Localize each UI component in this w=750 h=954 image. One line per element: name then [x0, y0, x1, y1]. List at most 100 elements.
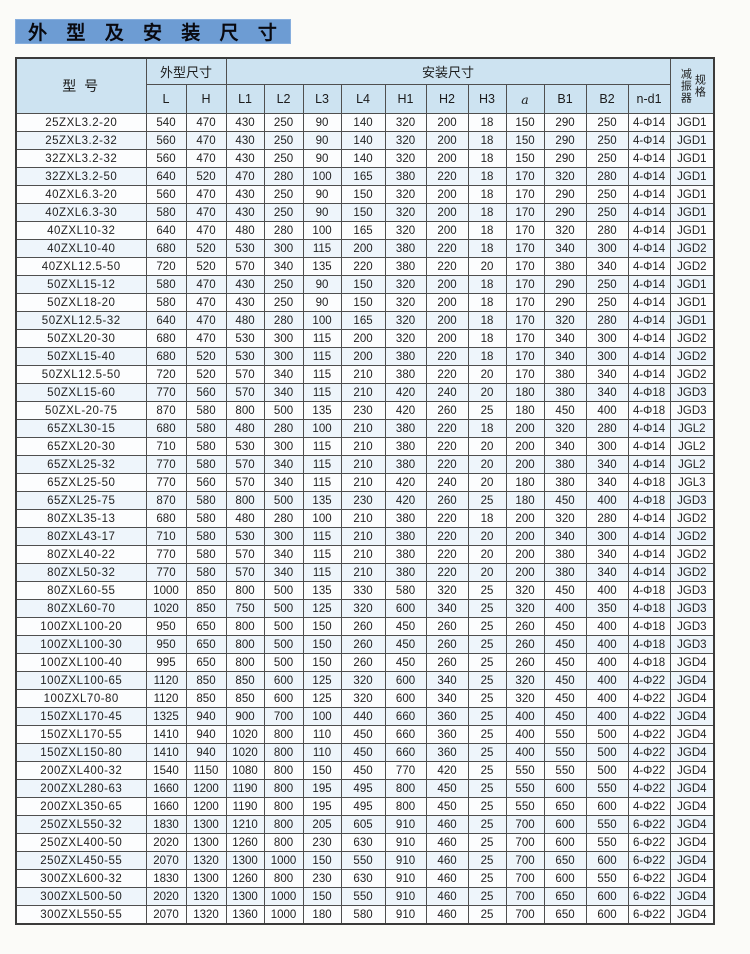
dimension-cell: 360	[425, 707, 469, 726]
dimension-cell: 400	[585, 653, 629, 672]
model-cell: 250ZXL550-32	[15, 815, 147, 834]
dimension-cell: 460	[425, 869, 469, 888]
dimension-cell: 4-Φ14	[627, 167, 671, 186]
dimension-cell: 320	[543, 311, 587, 330]
dimension-cell: 320	[384, 311, 427, 330]
dimension-cell: 430	[225, 131, 265, 150]
page-title: 外 型 及 安 装 尺 寸	[28, 23, 284, 44]
dimension-cell: 400	[505, 707, 545, 726]
dimension-cell: 20	[467, 545, 507, 564]
dimension-cell: 850	[185, 581, 227, 600]
dimension-cell: 650	[543, 797, 587, 816]
dimension-cell: 360	[425, 725, 469, 744]
dimension-cell: 300	[585, 347, 629, 366]
dimension-cell: 850	[225, 671, 265, 690]
dimension-cell: 220	[425, 419, 469, 438]
dimension-cell: 560	[185, 383, 227, 402]
dimension-cell: 4-Φ14	[627, 347, 671, 366]
dimension-cell: 340	[425, 599, 469, 618]
dimension-cell: 200	[425, 185, 469, 204]
dimension-cell: 1830	[145, 869, 187, 888]
dimension-cell: 430	[225, 293, 265, 312]
dimension-cell: 220	[340, 257, 386, 276]
dimension-cell: 115	[302, 347, 342, 366]
dimension-cell: 850	[185, 689, 227, 708]
table-row: 150ZXL170-45 1325 940 900 700 100 440 660 360 25 4…	[15, 707, 715, 726]
dimension-cell: 1410	[145, 743, 187, 762]
dimension-cell: 600	[585, 797, 629, 816]
damper-spec-cell: JGL2	[669, 455, 715, 474]
dimension-cell: 400	[543, 599, 587, 618]
dimension-cell: 1000	[263, 887, 304, 906]
dimension-cell: 25	[467, 617, 507, 636]
table-row: 250ZXL550-32 1830 1300 1210 800 205 605 910 460 2…	[15, 815, 715, 834]
model-cell: 50ZXL-20-75	[15, 401, 147, 420]
dimension-cell: 500	[263, 401, 304, 420]
dimension-cell: 570	[225, 365, 265, 384]
dimension-cell: 560	[145, 131, 187, 150]
dimension-cell: 4-Φ22	[627, 671, 671, 690]
dimension-cell: 250	[263, 131, 304, 150]
dimension-cell: 300	[263, 329, 304, 348]
dimension-cell: 205	[302, 815, 342, 834]
dimension-cell: 170	[505, 365, 545, 384]
dimension-cell: 20	[467, 437, 507, 456]
dimension-cell: 700	[505, 905, 545, 925]
dimension-cell: 250	[585, 185, 629, 204]
dimension-cell: 140	[340, 149, 386, 168]
damper-spec-cell: JGD1	[669, 293, 715, 312]
dimension-cell: 400	[585, 401, 629, 420]
dimension-cell: 800	[225, 653, 265, 672]
dimension-cell: 640	[145, 167, 187, 186]
column-header-a: a	[505, 84, 545, 114]
model-cell: 100ZXL100-40	[15, 653, 147, 672]
dimension-cell: 320	[340, 689, 386, 708]
damper-spec-cell: JGD3	[669, 617, 715, 636]
dimension-cell: 210	[340, 473, 386, 492]
dimension-cell: 600	[543, 779, 587, 798]
dimension-cell: 90	[302, 275, 342, 294]
dimension-cell: 210	[340, 383, 386, 402]
dimension-cell: 720	[145, 257, 187, 276]
dimension-cell: 340	[585, 365, 629, 384]
table-row: 250ZXL450-55 2070 1320 1300 1000 150 550 910 460…	[15, 851, 715, 870]
damper-spec-cell: JGD4	[669, 851, 715, 870]
dimension-cell: 660	[384, 743, 427, 762]
dimension-cell: 100	[302, 707, 342, 726]
dimension-cell: 340	[585, 455, 629, 474]
model-cell: 300ZXL550-55	[15, 905, 147, 925]
table-row: 80ZXL40-22 770 580 570 340 115 210 380 220 20 200 3…	[15, 545, 715, 564]
damper-spec-cell: JGD4	[669, 725, 715, 744]
dimension-cell: 320	[425, 581, 469, 600]
dimension-cell: 580	[185, 491, 227, 510]
dimension-cell: 150	[302, 653, 342, 672]
dimension-cell: 25	[467, 725, 507, 744]
dimension-cell: 260	[425, 653, 469, 672]
dimension-cell: 380	[384, 167, 427, 186]
dimension-cell: 320	[505, 599, 545, 618]
dimension-cell: 850	[185, 599, 227, 618]
dimension-cell: 600	[384, 689, 427, 708]
dimension-cell: 495	[340, 779, 386, 798]
dimension-cell: 115	[302, 329, 342, 348]
dimension-cell: 320	[384, 329, 427, 348]
dimension-cell: 1660	[145, 797, 187, 816]
dimension-cell: 800	[263, 743, 304, 762]
dimension-cell: 600	[543, 869, 587, 888]
dimension-cell: 600	[585, 905, 629, 925]
model-cell: 50ZXL15-12	[15, 275, 147, 294]
damper-spec-cell: JGD2	[669, 347, 715, 366]
dimension-cell: 650	[185, 635, 227, 654]
damper-spec-cell: JGD3	[669, 401, 715, 420]
dimension-cell: 430	[225, 185, 265, 204]
dimension-cell: 320	[340, 671, 386, 690]
dimension-cell: 300	[263, 437, 304, 456]
dimension-cell: 290	[543, 185, 587, 204]
dimension-cell: 450	[384, 617, 427, 636]
dimension-cell: 340	[543, 239, 587, 258]
dimension-cell: 250	[263, 149, 304, 168]
model-cell: 100ZXL100-30	[15, 635, 147, 654]
table-row: 50ZXL15-12 580 470 430 250 90 150 320 200 18 170 29…	[15, 275, 715, 294]
dimension-cell: 910	[384, 887, 427, 906]
dimension-cell: 430	[225, 275, 265, 294]
